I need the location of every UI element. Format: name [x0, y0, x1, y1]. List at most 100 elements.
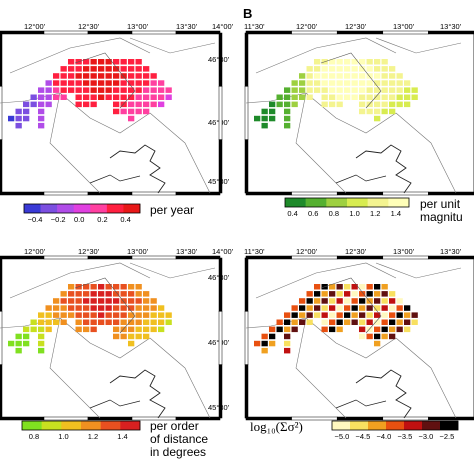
grid-cell — [366, 101, 373, 108]
grid-cell — [321, 66, 328, 72]
grid-cell — [128, 80, 135, 86]
colorbar-tick-label: −4.5 — [355, 432, 371, 441]
grid-cell — [366, 298, 373, 304]
grid-cell — [53, 94, 60, 100]
grid-cell — [45, 305, 52, 311]
grid-cell — [128, 340, 135, 347]
scale-bar-segment — [428, 416, 474, 421]
grid-cell — [23, 326, 30, 333]
grid-cell — [128, 59, 135, 65]
grid-cell — [351, 312, 358, 318]
grid-cell — [165, 312, 172, 318]
grid-cell — [143, 319, 150, 325]
coastline — [355, 144, 412, 194]
grid-cell — [135, 66, 142, 72]
grid-cell — [113, 305, 120, 311]
grid-cell — [120, 59, 127, 65]
grid-cell — [381, 66, 388, 72]
lon-label: 14°00' — [212, 22, 234, 31]
grid-cell — [381, 73, 388, 79]
grid-cell — [291, 305, 298, 311]
colorbar-segment — [404, 421, 423, 430]
grid-cell — [329, 80, 336, 86]
grid-cell — [98, 59, 105, 65]
region-boundary — [129, 37, 216, 54]
grid-cell — [284, 333, 291, 340]
grid-cell — [284, 340, 291, 347]
grid-cell — [359, 94, 366, 100]
grid-cell — [291, 87, 298, 93]
grid-cell — [90, 87, 97, 93]
grid-cell — [291, 80, 298, 86]
grid-cell — [314, 305, 321, 311]
grid-cell — [75, 305, 82, 311]
lon-label: 12°30' — [345, 247, 367, 256]
scale-bar-segment — [0, 311, 3, 365]
grid-cell — [291, 101, 298, 108]
lon-label: 13°30' — [440, 22, 462, 31]
colorbar-tick-label: −5.0 — [334, 432, 350, 441]
colorbar-outline — [331, 420, 459, 431]
colorbar-tick-label: −0.4 — [27, 215, 43, 224]
colorbar-segment — [100, 421, 121, 430]
lon-label: 13°30' — [440, 247, 462, 256]
grid-cell — [396, 326, 403, 333]
grid-cell — [336, 291, 343, 297]
grid-cell — [135, 101, 142, 108]
grid-cell — [351, 319, 358, 325]
grid-cell — [68, 66, 75, 72]
grid-cell — [120, 94, 127, 100]
grid-cell — [261, 333, 268, 340]
scale-bar-segment — [428, 191, 474, 196]
colorbar-tick-label: 0.4 — [120, 215, 131, 224]
grid-cell — [329, 319, 336, 325]
grid-cell — [366, 80, 373, 86]
grid-cell — [60, 94, 67, 100]
scale-bar-segment — [0, 139, 3, 194]
grid-cell — [404, 312, 411, 318]
colorbar-tick-label: 1.0 — [58, 432, 69, 441]
scale-bar-segment — [131, 255, 177, 260]
grid-cell — [374, 108, 381, 115]
grid-cell — [38, 108, 45, 115]
grid-cell — [60, 298, 67, 304]
grid-cell — [314, 312, 321, 318]
grid-cell — [411, 319, 418, 325]
grid-cell — [120, 284, 127, 290]
grid-cell — [329, 66, 336, 72]
grid-cell — [143, 312, 150, 318]
grid-cell — [75, 87, 82, 93]
region-boundary — [305, 92, 397, 134]
grid-cell — [113, 66, 120, 72]
grid-cell — [284, 94, 291, 100]
grid-cell — [284, 87, 291, 93]
grid-cell — [143, 73, 150, 79]
grid-cell — [143, 291, 150, 297]
grid-cell — [135, 326, 142, 333]
grid-cell — [359, 333, 366, 340]
grid-cell — [396, 94, 403, 100]
lat-label: 46°00' — [208, 338, 230, 347]
grid-cell — [389, 101, 396, 108]
grid-cell — [158, 305, 165, 311]
grid-cell — [83, 59, 90, 65]
region-boundary — [255, 262, 397, 299]
grid-cell — [336, 319, 343, 325]
grid-cell — [306, 305, 313, 311]
grid-cell — [60, 87, 67, 93]
grid-cell — [30, 319, 37, 325]
grid-cell — [53, 73, 60, 79]
scale-bar-segment — [0, 86, 3, 140]
scale-bar-segment — [43, 30, 89, 35]
grid-cell — [389, 319, 396, 325]
grid-cell — [351, 305, 358, 311]
grid-cell — [381, 319, 388, 325]
colorbar-outline — [21, 420, 141, 431]
grid-cell — [135, 87, 142, 93]
colorbar-segment — [332, 421, 351, 430]
grid-cell — [344, 284, 351, 290]
grid-cell — [135, 94, 142, 100]
lat-label: 46°30' — [208, 273, 230, 282]
grid-cell — [321, 87, 328, 93]
grid-cell — [98, 291, 105, 297]
